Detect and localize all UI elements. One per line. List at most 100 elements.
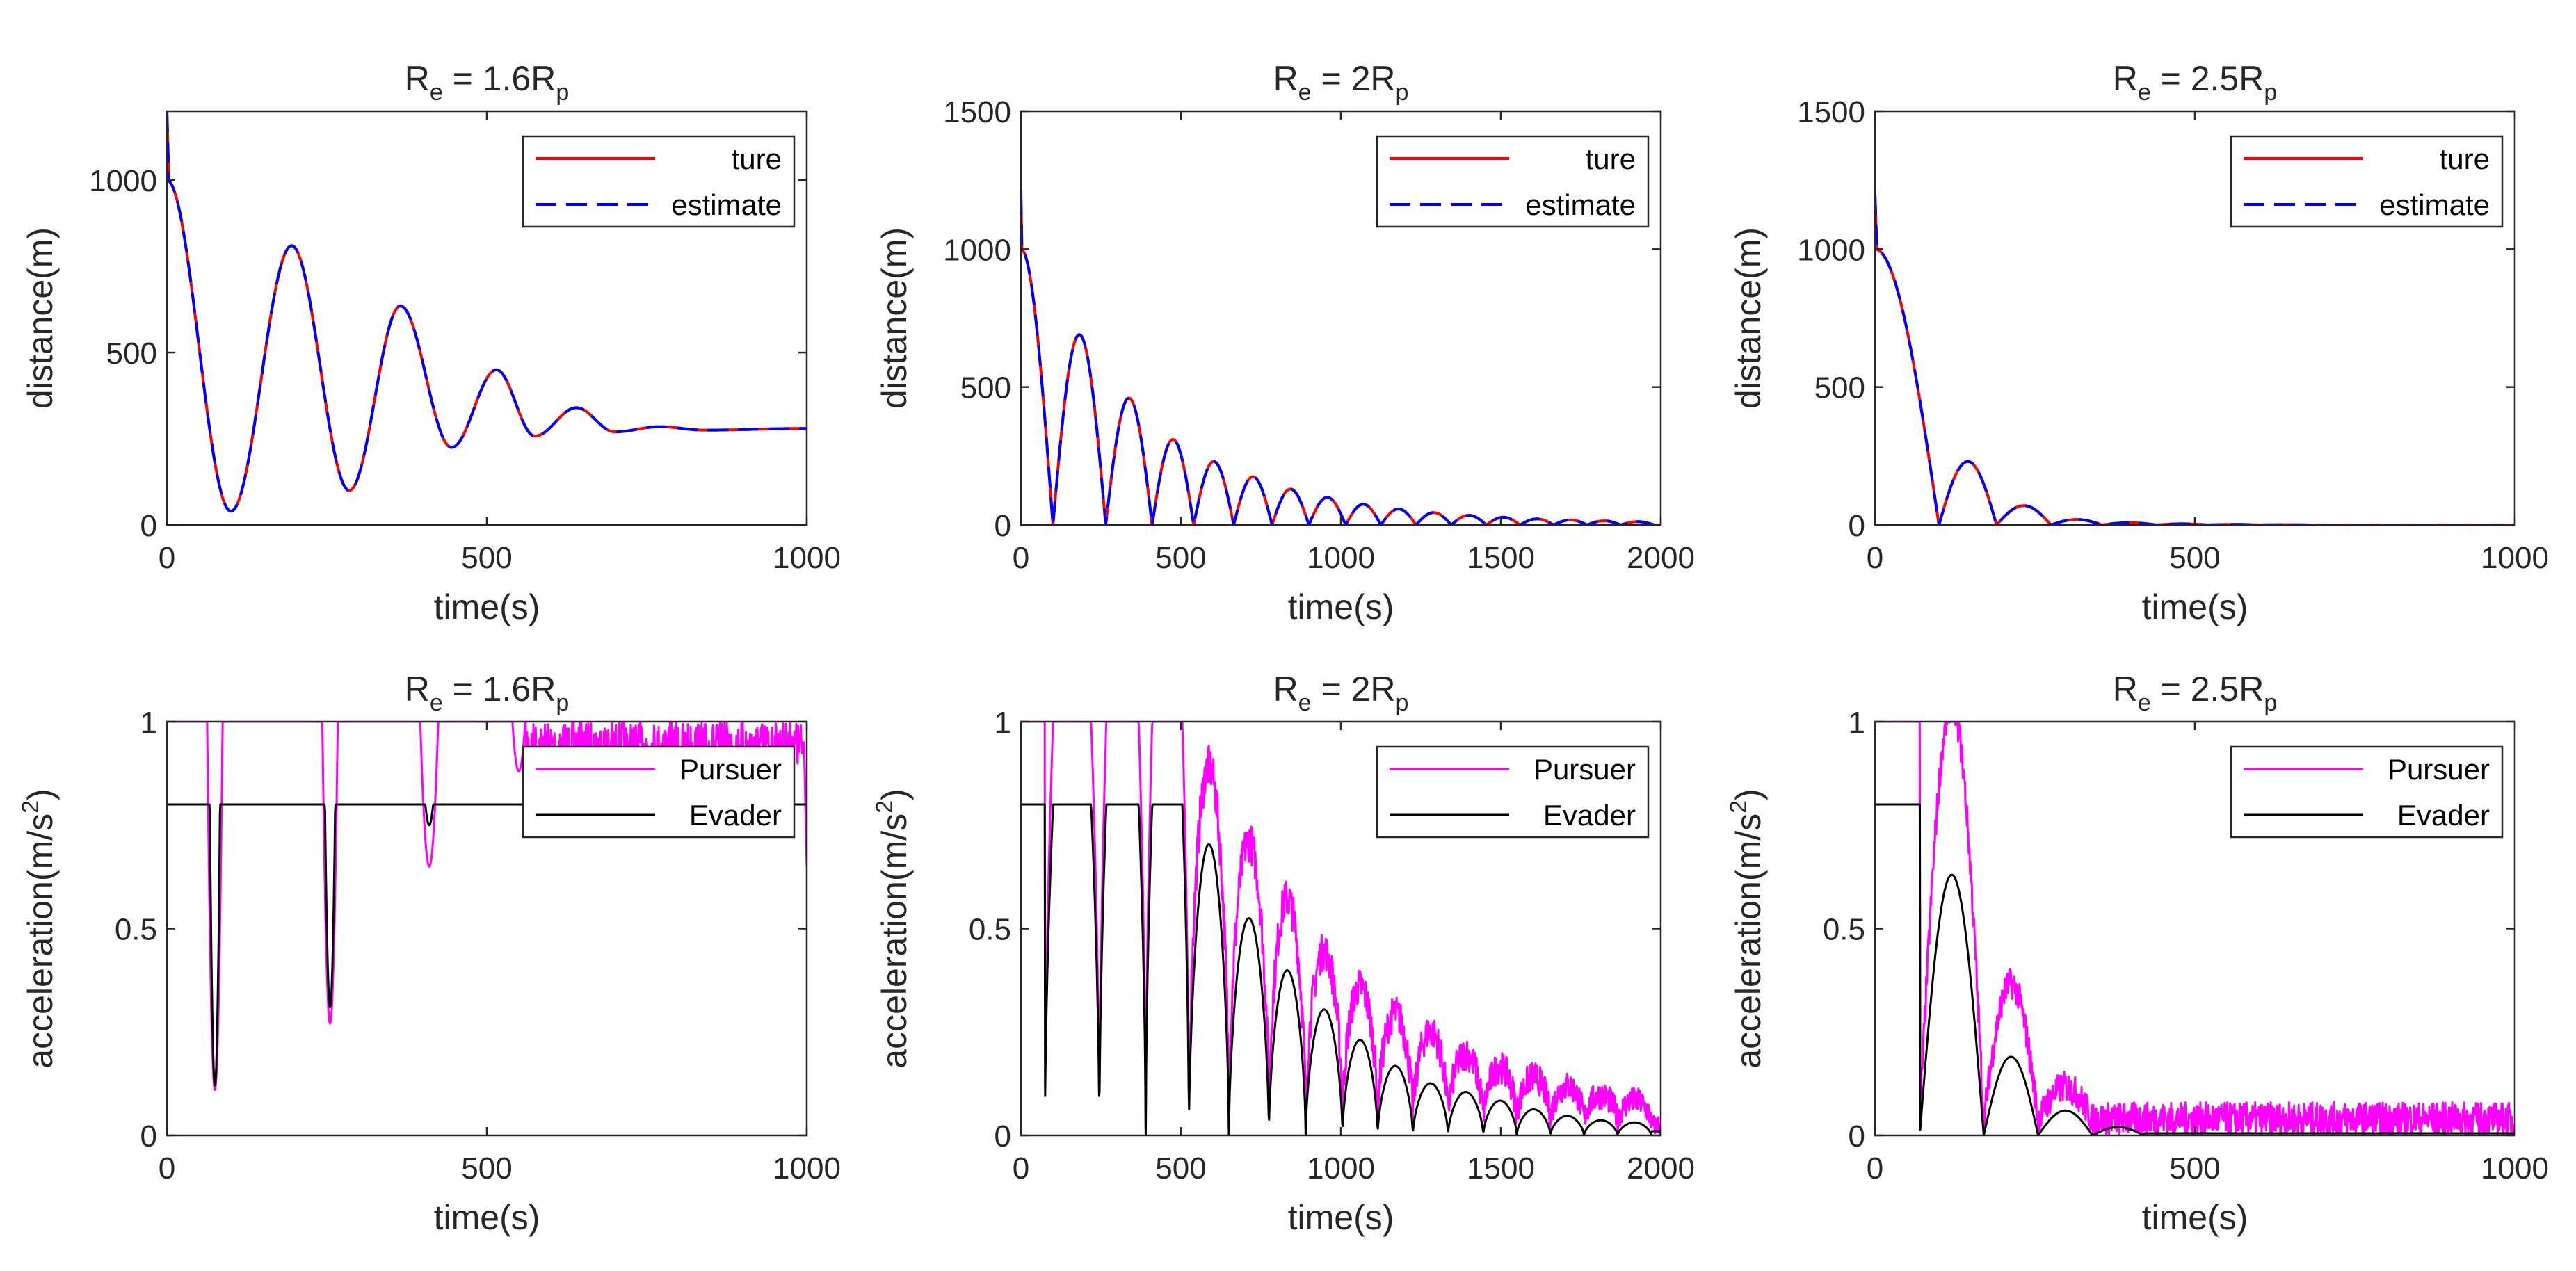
legend: Pursuer Evader xyxy=(1376,745,1650,839)
y-label-main: acceleration(m/s xyxy=(1729,813,1768,1069)
title-sub2: p xyxy=(2264,79,2277,106)
x-axis-label: time(s) xyxy=(2142,588,2248,626)
title-main: R xyxy=(2113,59,2138,98)
chart-title: Re = 1.6Rp xyxy=(405,670,570,716)
y-tick-label: 500 xyxy=(1814,371,1865,405)
legend-label-estimate: estimate xyxy=(1525,188,1636,221)
legend-label-Pursuer: Pursuer xyxy=(1533,753,1636,786)
y-tick-label: 0.5 xyxy=(1823,913,1865,947)
chart-bottom-mid: 0 500 1000 1500 2000 0 0.5 1 time(s) acceleration… xyxy=(871,670,1695,1237)
title-mid: = 2R xyxy=(1312,59,1396,98)
legend-label-ture: ture xyxy=(732,143,782,175)
chart-title: Re = 1.6Rp xyxy=(405,59,570,106)
x-tick-label: 0 xyxy=(1867,541,1883,575)
x-tick-label: 0 xyxy=(1013,541,1029,575)
y-axis-label: distance(m) xyxy=(1729,227,1768,409)
series-group xyxy=(167,111,807,513)
x-tick-label: 1000 xyxy=(773,1151,841,1185)
series-line-estimate xyxy=(167,111,807,513)
y-tick-label: 1000 xyxy=(943,233,1011,267)
x-tick-label: 1000 xyxy=(2481,1151,2549,1185)
title-sub2: p xyxy=(556,79,569,106)
title-sub2: p xyxy=(1396,79,1409,106)
y-tick-label: 500 xyxy=(960,371,1011,405)
legend-label-Pursuer: Pursuer xyxy=(2388,753,2490,786)
y-tick-label: 1 xyxy=(995,706,1011,740)
legend-label-Evader: Evader xyxy=(1543,799,1636,832)
y-tick-label: 0 xyxy=(995,1119,1011,1153)
title-main: R xyxy=(405,670,430,709)
x-axis-label: time(s) xyxy=(2142,1198,2248,1237)
legend-label-Pursuer: Pursuer xyxy=(679,753,782,786)
x-tick-label: 500 xyxy=(461,541,512,575)
x-tick-label: 1500 xyxy=(1467,541,1535,575)
legend-label-ture: ture xyxy=(1586,143,1636,175)
x-tick-label: 500 xyxy=(1155,1151,1206,1185)
title-mid: = 1.6R xyxy=(443,670,556,709)
series-group xyxy=(1021,722,1661,1135)
y-label-sup: 2 xyxy=(1725,800,1752,813)
y-label-end: ) xyxy=(1729,788,1768,800)
chart-title: Re = 2.5Rp xyxy=(2113,59,2278,106)
y-tick-label: 1000 xyxy=(89,164,157,198)
title-sub1: e xyxy=(1298,690,1312,716)
y-tick-label: 1500 xyxy=(943,95,1011,129)
chart-top-right: 0 500 1000 0 500 1000 1500 time(s) distance(m) Re… xyxy=(1729,59,2549,626)
y-tick-label: 0 xyxy=(995,509,1011,543)
y-axis-label: acceleration(m/s2) xyxy=(17,788,60,1068)
series-line-estimate xyxy=(1875,193,2515,525)
y-label-main: distance(m) xyxy=(875,227,914,409)
x-tick-label: 0 xyxy=(159,541,175,575)
legend-label-estimate: estimate xyxy=(2379,188,2490,221)
x-tick-label: 500 xyxy=(2169,1151,2220,1185)
x-tick-label: 0 xyxy=(1867,1151,1883,1185)
y-tick-label: 0 xyxy=(1849,1119,1865,1153)
title-sub1: e xyxy=(1298,79,1312,106)
legend-box xyxy=(1376,745,1650,839)
x-axis-label: time(s) xyxy=(1288,588,1394,626)
title-mid: = 1.6R xyxy=(443,59,556,98)
y-label-main: distance(m) xyxy=(1729,227,1768,409)
legend-label-Evader: Evader xyxy=(2397,799,2490,832)
y-label-sup: 2 xyxy=(17,800,44,813)
x-tick-label: 1000 xyxy=(773,541,841,575)
x-tick-label: 0 xyxy=(1013,1151,1029,1185)
chart-title: Re = 2Rp xyxy=(1273,670,1409,716)
legend-label-ture: ture xyxy=(2440,143,2490,175)
x-tick-label: 1000 xyxy=(1307,1151,1375,1185)
legend-label-estimate: estimate xyxy=(671,188,782,221)
x-tick-label: 500 xyxy=(461,1151,512,1185)
y-tick-label: 1 xyxy=(140,706,157,740)
legend-box xyxy=(1376,135,1650,228)
x-tick-label: 0 xyxy=(159,1151,175,1185)
y-label-sup: 2 xyxy=(871,800,898,813)
chart-title: Re = 2.5Rp xyxy=(2113,670,2278,716)
title-sub2: p xyxy=(2264,690,2277,716)
title-mid: = 2.5R xyxy=(2151,59,2264,98)
y-label-main: distance(m) xyxy=(21,227,60,409)
chart-bottom-right: 0 500 1000 0 0.5 1 time(s) acceleration(m/s2) Re… xyxy=(1725,670,2549,1237)
title-sub2: p xyxy=(556,690,569,716)
y-axis-label: acceleration(m/s2) xyxy=(1725,788,1768,1068)
x-tick-label: 500 xyxy=(2169,541,2220,575)
x-tick-label: 500 xyxy=(1155,541,1206,575)
legend: ture estimate xyxy=(2230,135,2504,228)
y-tick-label: 0.5 xyxy=(115,913,157,947)
title-main: R xyxy=(1273,670,1298,709)
title-sub1: e xyxy=(430,690,443,716)
x-axis-label: time(s) xyxy=(1288,1198,1394,1237)
x-tick-label: 1000 xyxy=(1307,541,1375,575)
title-sub1: e xyxy=(430,79,443,106)
legend: ture estimate xyxy=(1376,135,1650,228)
y-tick-label: 0 xyxy=(140,509,157,543)
legend-box xyxy=(522,745,796,839)
x-tick-label: 1500 xyxy=(1467,1151,1535,1185)
title-main: R xyxy=(1273,59,1298,98)
title-sub1: e xyxy=(2138,79,2151,106)
y-label-end: ) xyxy=(875,788,914,800)
chart-top-mid: 0 500 1000 1500 2000 0 500 1000 1500 time(s) dista… xyxy=(875,59,1695,626)
y-tick-label: 0 xyxy=(140,1119,157,1153)
y-tick-label: 1500 xyxy=(1797,95,1865,129)
title-mid: = 2R xyxy=(1312,670,1396,709)
